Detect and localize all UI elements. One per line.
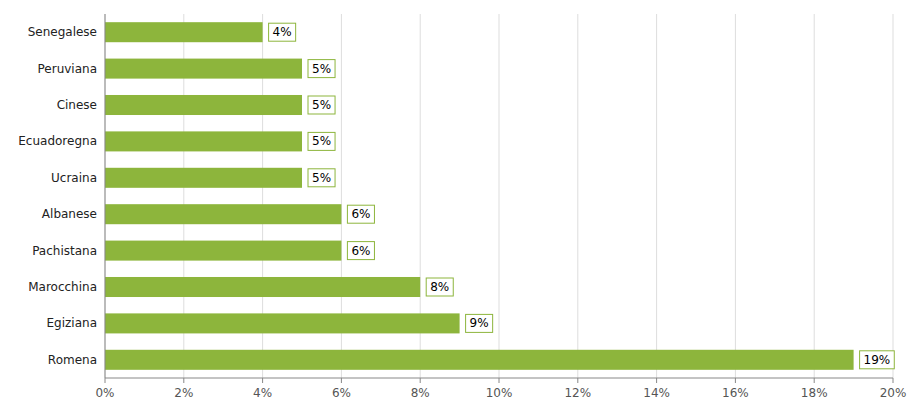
tick-label: 20% <box>880 386 907 400</box>
data-label-box <box>347 242 374 260</box>
data-label: 5% <box>312 98 331 112</box>
tick-mark <box>656 378 657 383</box>
tick-label: 0% <box>95 386 114 400</box>
bar <box>105 95 302 115</box>
chart-svg: 0% 2% 4% 6% 8% 10% 12% 14% 16% 18% 20% Romena Egizia… <box>0 0 923 418</box>
data-label: 5% <box>312 62 331 76</box>
tick-mark <box>183 378 184 383</box>
tick-label: 14% <box>643 386 670 400</box>
tick-label: 6% <box>332 386 351 400</box>
category-label: Cinese <box>57 98 97 112</box>
category-label: Pachistana <box>32 244 97 258</box>
data-label-box <box>308 60 335 78</box>
tick-label: 4% <box>253 386 272 400</box>
tick-mark <box>341 378 342 383</box>
tick-mark <box>893 378 894 383</box>
grid-line <box>499 14 500 378</box>
tick-label: 2% <box>174 386 193 400</box>
data-labels: 19% 9% 8% 6% 6% 5% 5% 5% 5% 4% <box>269 23 895 369</box>
data-label-box <box>269 23 296 41</box>
grid-line <box>105 14 106 378</box>
data-label-box <box>426 278 453 296</box>
bar <box>105 22 263 42</box>
grid-line <box>656 14 657 378</box>
category-label: Ucraina <box>51 171 97 185</box>
bar <box>105 277 420 297</box>
tick-label: 10% <box>486 386 513 400</box>
y-axis-line <box>105 14 106 378</box>
bar <box>105 313 460 333</box>
data-label: 9% <box>470 316 489 330</box>
data-label-box <box>308 96 335 114</box>
bar <box>105 204 341 224</box>
data-label-box <box>347 205 374 223</box>
data-label: 6% <box>351 244 370 258</box>
category-label: Ecuadoregna <box>18 134 97 148</box>
category-label: Romena <box>48 353 97 367</box>
data-label: 5% <box>312 134 331 148</box>
tick-mark <box>262 378 263 383</box>
category-label: Marocchina <box>28 280 97 294</box>
tick-mark <box>735 378 736 383</box>
category-label: Albanese <box>42 207 97 221</box>
data-label: 4% <box>273 25 292 39</box>
grid <box>105 14 893 378</box>
bar <box>105 241 341 261</box>
data-label-box <box>308 132 335 150</box>
grid-line <box>577 14 578 378</box>
tick-label: 12% <box>564 386 591 400</box>
tick-label: 18% <box>801 386 828 400</box>
data-label-box <box>860 351 895 369</box>
bar <box>105 131 302 151</box>
tick-mark <box>420 378 421 383</box>
bar <box>105 350 854 370</box>
data-label-box <box>466 314 493 332</box>
tick-mark <box>105 378 106 383</box>
grid-line <box>814 14 815 378</box>
x-axis-line <box>105 378 893 379</box>
category-label: Egiziana <box>47 316 97 330</box>
bars <box>105 22 854 370</box>
data-label-box <box>308 169 335 187</box>
tick-mark <box>577 378 578 383</box>
tick-label: 8% <box>411 386 430 400</box>
data-label: 19% <box>864 353 891 367</box>
category-label: Peruviana <box>38 62 97 76</box>
grid-line <box>893 14 894 378</box>
x-axis: 0% 2% 4% 6% 8% 10% 12% 14% 16% 18% 20% <box>95 378 906 400</box>
tick-label: 16% <box>722 386 749 400</box>
data-label: 8% <box>430 280 449 294</box>
tick-mark <box>814 378 815 383</box>
y-axis: Romena Egiziana Marocchina Pachistana Albane… <box>18 25 97 367</box>
data-label: 5% <box>312 171 331 185</box>
chart-container: 0% 2% 4% 6% 8% 10% 12% 14% 16% 18% 20% Romena Egizia… <box>0 0 923 418</box>
tick-mark <box>499 378 500 383</box>
bar <box>105 168 302 188</box>
data-label: 6% <box>351 207 370 221</box>
grid-line <box>735 14 736 378</box>
bar <box>105 59 302 79</box>
category-label: Senegalese <box>28 25 97 39</box>
